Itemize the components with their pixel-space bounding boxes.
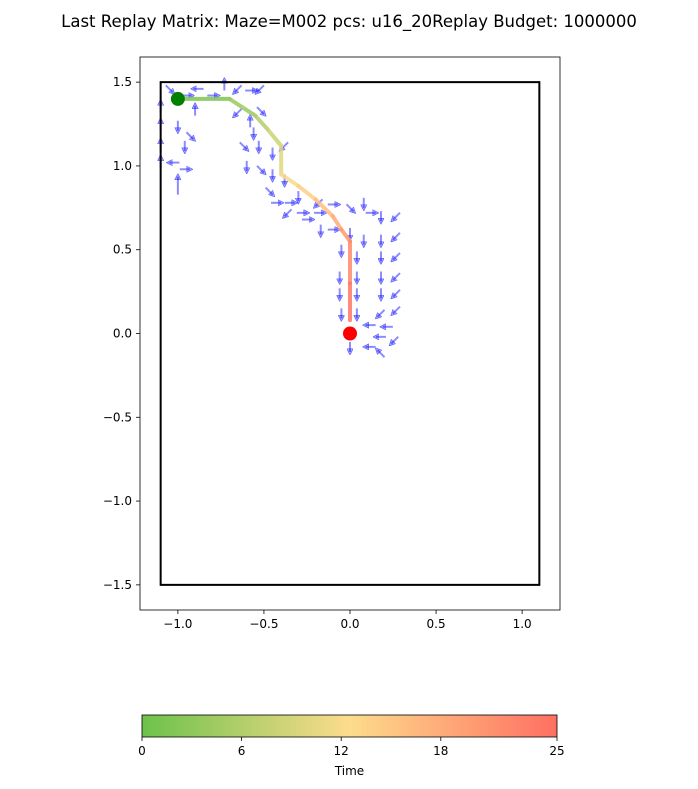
replay-path-segment — [330, 214, 344, 232]
replay-path-segment — [313, 197, 335, 219]
vector-arrow — [185, 131, 193, 139]
goal-marker — [343, 326, 357, 341]
colorbar-tick-label: 0 — [138, 744, 146, 758]
vector-field — [161, 80, 401, 358]
x-tick-label: −0.5 — [249, 617, 278, 631]
replay-path-segment — [253, 113, 270, 132]
vector-arrow — [377, 350, 386, 358]
vector-arrow — [391, 335, 399, 344]
replay-path — [175, 96, 352, 323]
vector-arrow — [393, 211, 401, 220]
y-tick-label: −1.0 — [103, 494, 132, 508]
colorbar-tick-label: 18 — [433, 744, 448, 758]
y-tick-label: 1.0 — [113, 159, 132, 173]
colorbar-label: Time — [334, 764, 365, 778]
vector-arrow — [256, 106, 264, 114]
x-tick-label: 0.0 — [340, 617, 359, 631]
vector-arrow — [256, 165, 264, 173]
vector-arrow — [165, 84, 173, 92]
vector-arrow — [285, 208, 293, 216]
y-tick-label: 0.5 — [113, 243, 132, 257]
replay-path-segment — [279, 172, 301, 189]
vector-arrow — [393, 305, 401, 314]
marker-layer — [170, 91, 357, 341]
y-tick-label: 0.0 — [113, 327, 132, 341]
x-tick-label: 1.0 — [513, 617, 532, 631]
colorbar-tick-label: 12 — [334, 744, 349, 758]
vector-arrow — [393, 252, 401, 260]
colorbar-tick-label: 6 — [238, 744, 246, 758]
y-tick-label: 1.5 — [113, 75, 132, 89]
x-tick-label: −1.0 — [163, 617, 192, 631]
replay-path-segment — [339, 227, 352, 244]
vector-arrow — [393, 232, 401, 240]
vector-arrow — [264, 186, 273, 195]
vector-arrow — [345, 203, 354, 211]
colorbar-gradient — [141, 714, 558, 738]
vector-arrow — [393, 289, 401, 297]
vector-arrow — [393, 272, 401, 280]
x-tick-label: 0.5 — [427, 617, 446, 631]
axis-ticks: −1.0 −0.5 0.0 0.5 1.0 −1.5 −1.0 −0.5 0.0 0.5 1.0 1.… — [103, 75, 532, 631]
colorbar-tick-label: 25 — [549, 744, 564, 758]
vector-arrow — [235, 108, 243, 116]
vector-arrow — [257, 84, 265, 92]
replay-path-segment — [265, 127, 284, 148]
colorbar: 0 6 12 18 25 — [138, 714, 565, 758]
y-tick-label: −1.5 — [103, 578, 132, 592]
vector-arrow — [377, 309, 386, 317]
maze-boundary-layer — [159, 81, 541, 586]
vector-arrow — [239, 141, 247, 149]
vector-arrow — [235, 84, 243, 92]
maze-boundary — [159, 81, 541, 586]
replay-path-segment — [227, 96, 258, 118]
replay-path-segment — [296, 184, 318, 202]
y-tick-label: −0.5 — [103, 410, 132, 424]
start-marker — [170, 91, 185, 106]
chart-title: Last Replay Matrix: Maze=M002 pcs: u16_2… — [61, 12, 637, 31]
